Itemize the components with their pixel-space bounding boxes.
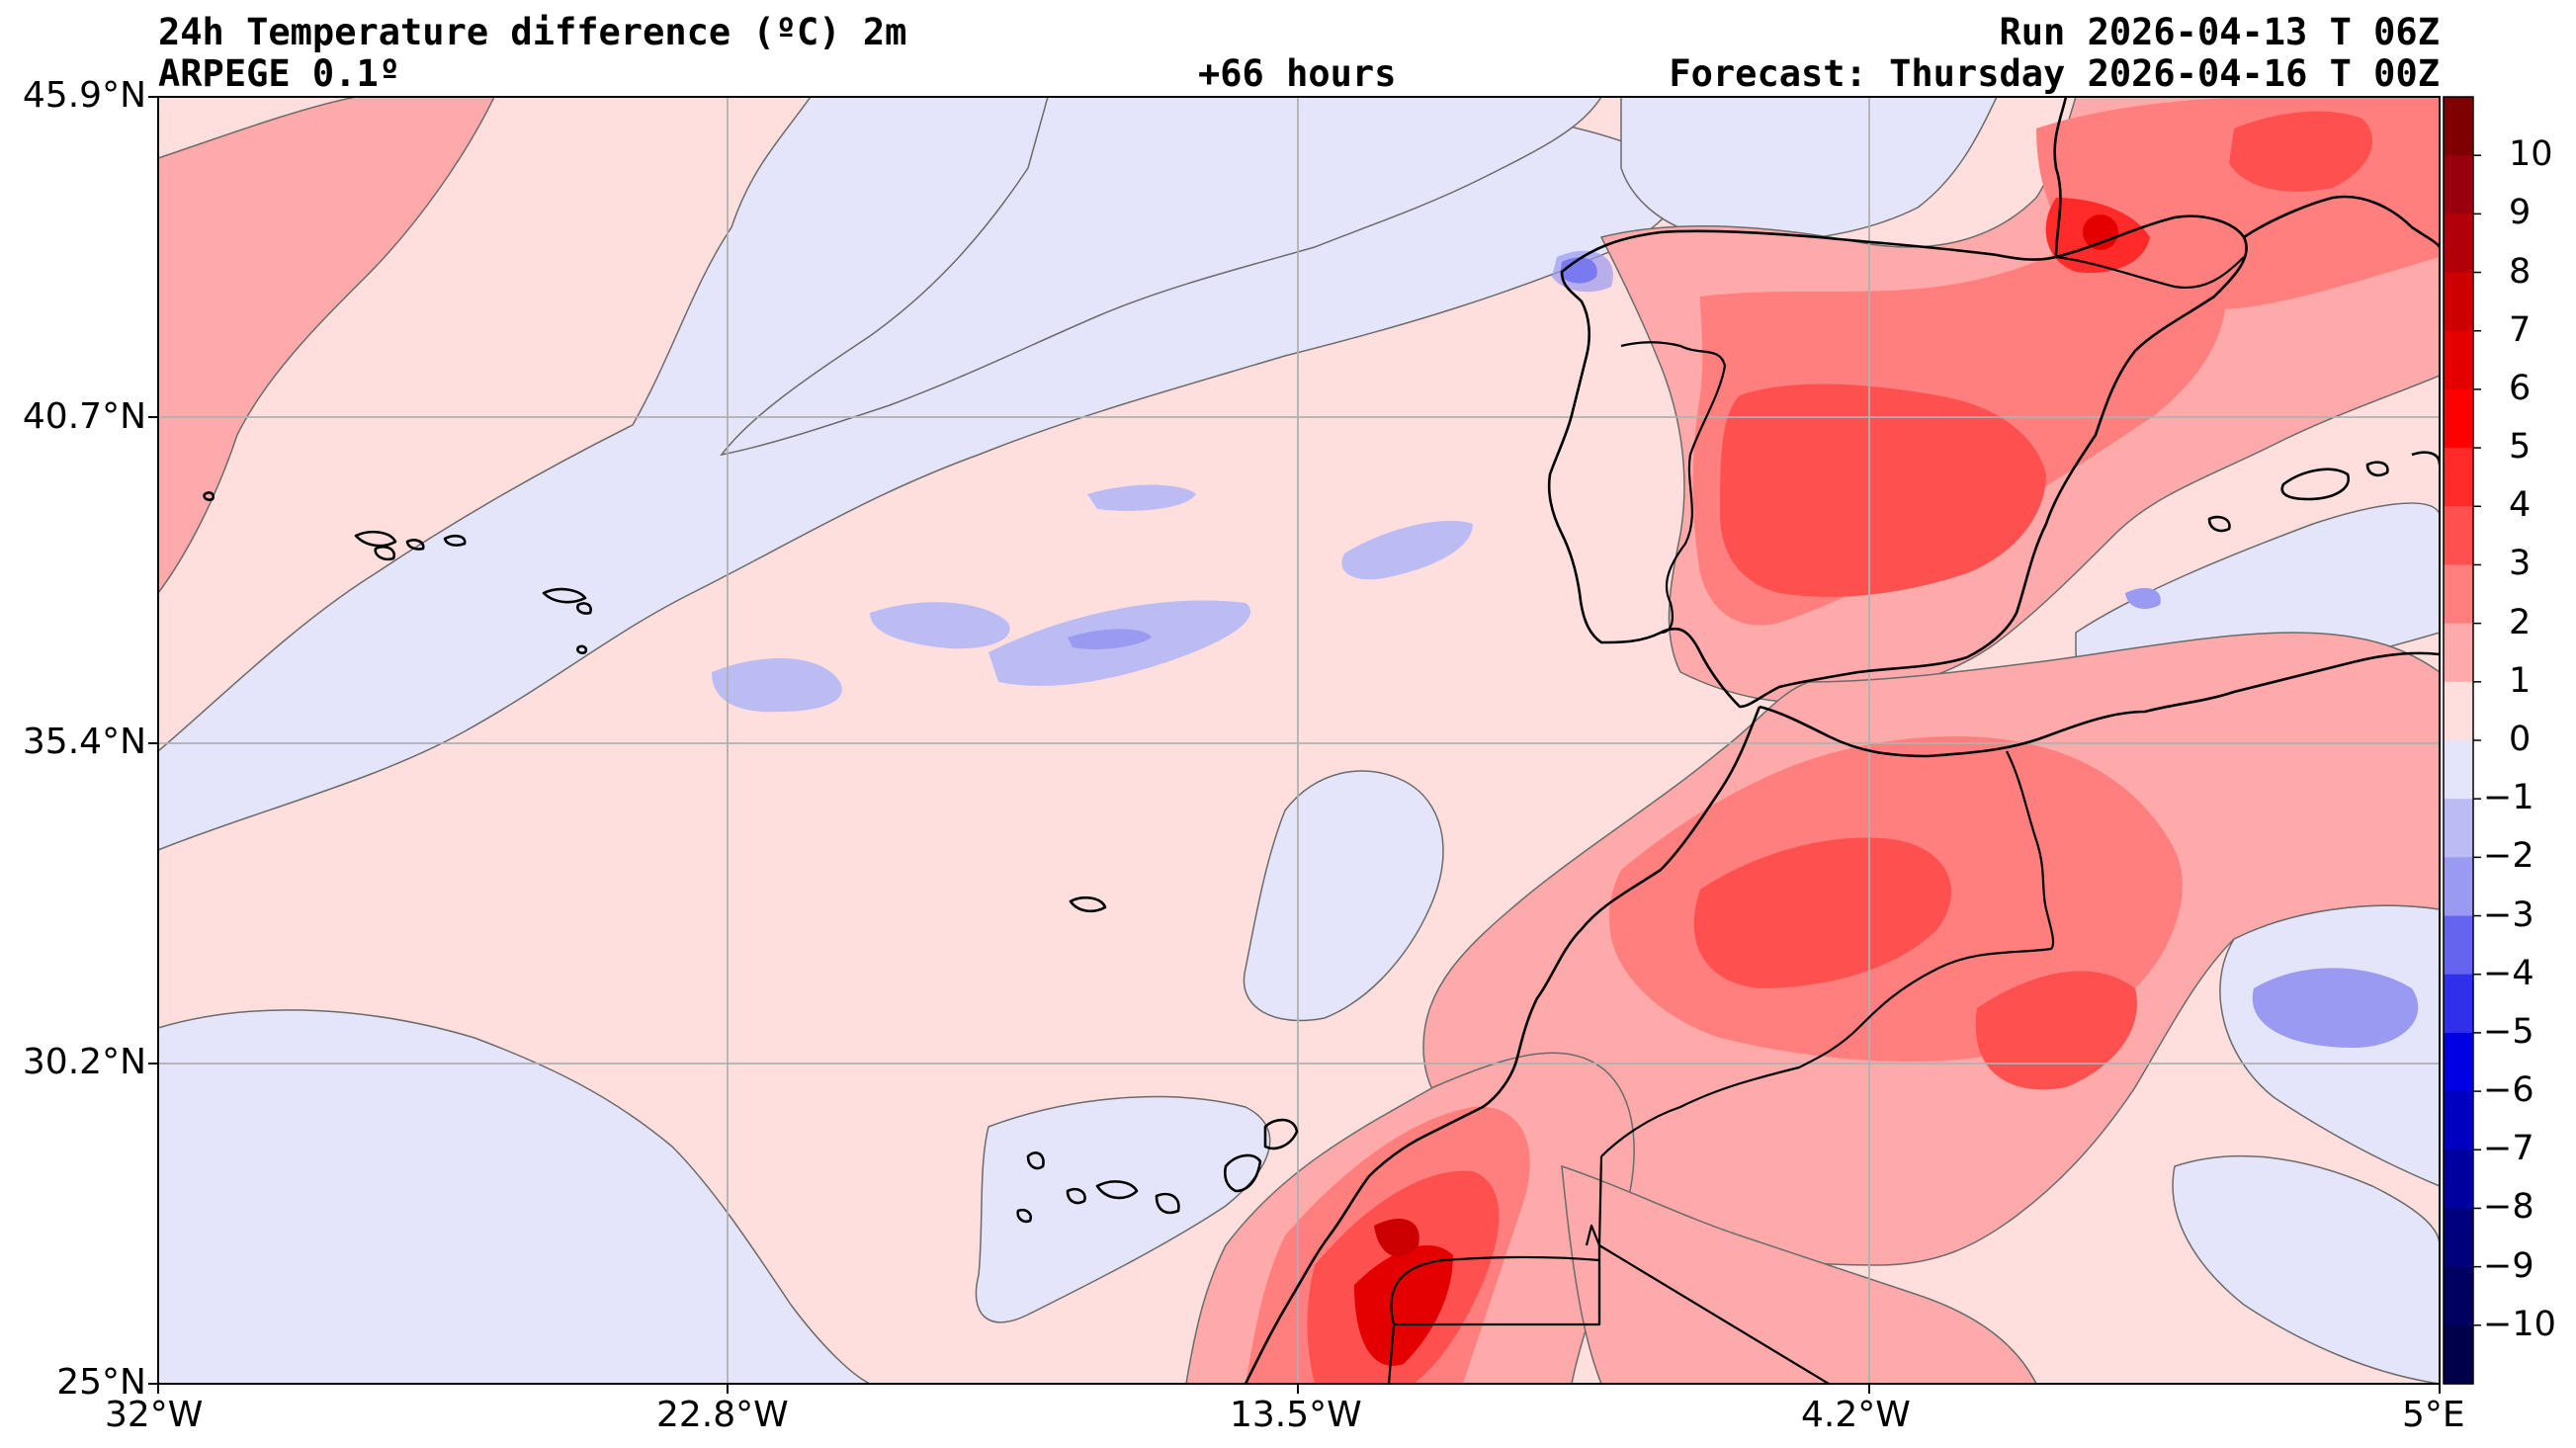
colorbar-label: 7	[2509, 309, 2532, 350]
colorbar-segment	[2444, 272, 2473, 332]
forecast-label: Forecast: Thursday 2026-04-16 T 00Z	[1669, 52, 2440, 95]
colorbar-segment	[2444, 1032, 2473, 1092]
colorbar-label: −3	[2483, 894, 2534, 935]
colorbar-label: −9	[2483, 1245, 2534, 1286]
lon-tick-label: 32°W	[105, 1395, 204, 1435]
colorbar-label: −2	[2483, 836, 2534, 877]
colorbar-segment	[2444, 564, 2473, 625]
colorbar-label: −4	[2483, 953, 2534, 993]
colorbar-segment	[2444, 915, 2473, 976]
colorbar-segment	[2444, 1324, 2473, 1385]
colorbar	[2443, 96, 2481, 1385]
lon-tick-label: 22.8°W	[656, 1395, 789, 1435]
colorbar-label: 0	[2509, 720, 2532, 759]
colorbar-segment	[2444, 155, 2473, 214]
chart-title: 24h Temperature difference (ºC) 2m	[158, 11, 907, 53]
colorbar-segment	[2444, 330, 2473, 390]
country-borders	[1387, 255, 2245, 1384]
axis-ticks	[148, 96, 2441, 1394]
colorbar-segment	[2444, 857, 2473, 917]
colorbar-segment	[2444, 1266, 2473, 1326]
colorbar-label: −7	[2483, 1129, 2534, 1169]
strong-warming-zones	[1245, 97, 2440, 1384]
lead-time-label: +66 hours	[1198, 52, 1397, 95]
colorbar-segment	[2444, 799, 2473, 858]
lat-tick-label: 40.7°N	[22, 396, 146, 437]
lat-tick-label: 35.4°N	[22, 722, 146, 762]
colorbar-label: −5	[2483, 1011, 2534, 1052]
colorbar-segment	[2444, 681, 2473, 741]
colorbar-segment	[2444, 974, 2473, 1034]
colorbar-label: −10	[2483, 1304, 2556, 1344]
colorbar-label: 1	[2509, 660, 2532, 701]
colorbar-label: 6	[2509, 368, 2532, 408]
colorbar-label: 3	[2509, 544, 2532, 584]
graticule	[158, 97, 2440, 1384]
colorbar-label: −1	[2483, 778, 2534, 818]
lat-tick-label: 25°N	[56, 1362, 146, 1403]
colorbar-segment	[2444, 388, 2473, 449]
colorbar-segment	[2444, 97, 2473, 156]
lon-tick-label: 13.5°W	[1230, 1395, 1362, 1435]
colorbar-label: −6	[2483, 1070, 2534, 1111]
colorbar-label: 9	[2509, 193, 2532, 233]
colorbar-segment	[2444, 740, 2473, 800]
run-label: Run 2026-04-13 T 06Z	[1999, 11, 2440, 53]
coastlines	[203, 97, 2440, 1384]
lat-tick-label: 30.2°N	[22, 1042, 146, 1082]
colorbar-label: 8	[2509, 251, 2532, 292]
colorbar-label: −8	[2483, 1187, 2534, 1228]
colorbar-label: 2	[2509, 602, 2532, 642]
colorbar-segment	[2444, 623, 2473, 683]
lat-tick-label: 45.9°N	[22, 75, 146, 116]
colorbar-segment	[2444, 1208, 2473, 1268]
lon-tick-label: 4.2°W	[1801, 1395, 1911, 1435]
colorbar-label: 5	[2509, 427, 2532, 468]
colorbar-label: 4	[2509, 485, 2532, 526]
colorbar-segment	[2444, 448, 2473, 507]
model-label: ARPEGE 0.1º	[158, 52, 401, 95]
colorbar-segment	[2444, 506, 2473, 566]
colorbar-segment	[2444, 213, 2473, 274]
lon-tick-label: 5°E	[2402, 1395, 2465, 1435]
colorbar-label: 10	[2509, 134, 2553, 175]
colorbar-segment	[2444, 1091, 2473, 1150]
colorbar-segment	[2444, 1150, 2473, 1210]
